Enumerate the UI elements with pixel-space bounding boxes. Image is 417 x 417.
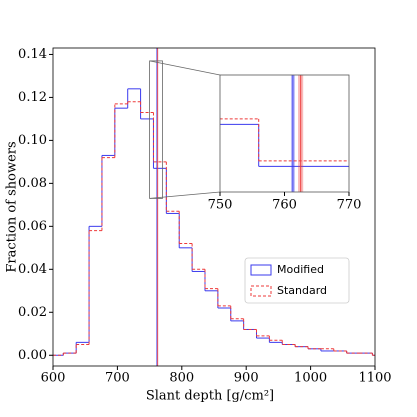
legend-swatch [250, 264, 272, 276]
x-tick-label: 1100 [358, 371, 391, 386]
axes-frame [52, 47, 376, 367]
y-tick-label: 0.02 [18, 305, 47, 320]
y-tick-label: 0.04 [18, 262, 47, 277]
y-tick-label: 0.00 [18, 348, 47, 363]
y-axis-label: Fraction of showers [5, 141, 20, 272]
y-tick-label: 0.08 [18, 176, 47, 191]
y-tick-label: 0.06 [18, 219, 47, 234]
inset-background [220, 75, 349, 192]
x-tick-label: 800 [169, 371, 194, 386]
inset-plot-area [220, 75, 349, 192]
y-tick-label: 0.14 [18, 47, 47, 62]
y-tick-label: 0.12 [18, 90, 47, 105]
zoom-region [149, 60, 163, 199]
x-tick-label: 1000 [294, 371, 327, 386]
x-axis-label: Slant depth [g/cm²] [146, 389, 274, 404]
inset-x-tick-label: 760 [272, 198, 297, 213]
legend-label: Standard [277, 284, 327, 297]
inset-x-tick-label: 750 [208, 198, 233, 213]
plot-area [53, 48, 375, 366]
inset-x-tick-label: 770 [337, 198, 362, 213]
zoom-connector [149, 60, 221, 76]
x-tick-label: 600 [41, 371, 66, 386]
legend-swatch [250, 285, 272, 297]
x-tick-label: 700 [105, 371, 130, 386]
x-tick-label: 900 [234, 371, 259, 386]
legend-label: Modified [277, 263, 324, 276]
y-tick-label: 0.10 [18, 133, 47, 148]
zoom-connector [149, 191, 221, 199]
